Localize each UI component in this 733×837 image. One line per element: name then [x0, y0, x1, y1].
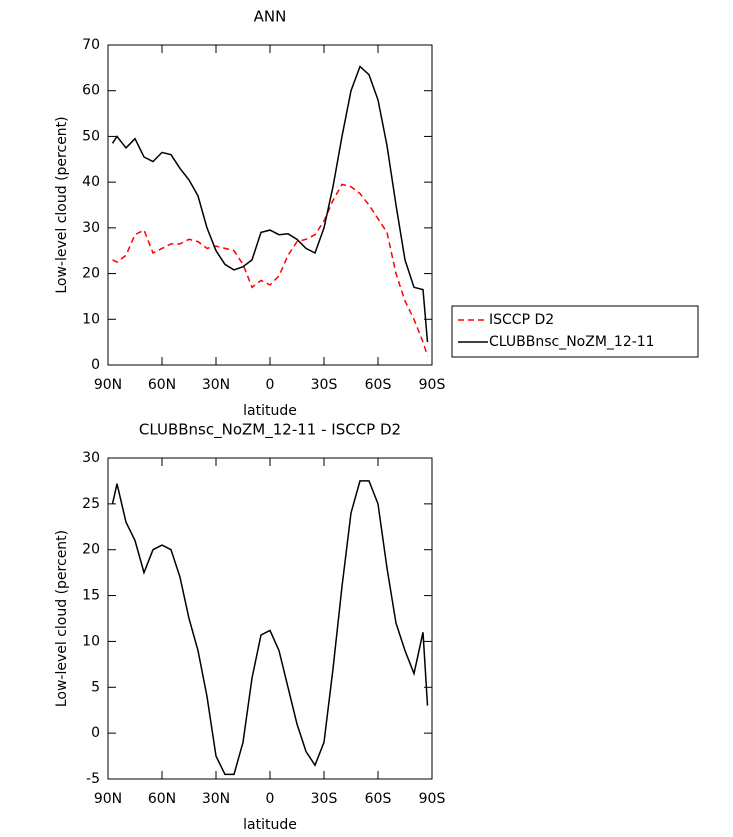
y-tick-label: 10: [82, 311, 100, 327]
y-tick-label: 40: [82, 174, 100, 190]
x-axis-label: latitude: [243, 403, 297, 419]
y-tick-label: 30: [82, 220, 100, 236]
legend-label: CLUBBnsc_NoZM_12-11: [489, 334, 655, 350]
x-tick-label: 60N: [148, 791, 176, 807]
legend-label: ISCCP D2: [489, 312, 554, 328]
y-axis-label: Low-level cloud (percent): [54, 116, 70, 293]
y-tick-label: 30: [82, 450, 100, 466]
y-tick-label: 15: [82, 588, 100, 604]
x-tick-label: 0: [266, 791, 275, 807]
y-tick-label: 0: [91, 357, 100, 373]
x-tick-label: 30S: [311, 377, 338, 393]
y-tick-label: 20: [82, 266, 100, 282]
x-tick-label: 90S: [419, 791, 446, 807]
x-tick-label: 0: [266, 377, 275, 393]
plot-frame: [107, 457, 433, 780]
x-tick-label: 90N: [94, 791, 122, 807]
y-tick-label: 20: [82, 542, 100, 558]
x-tick-label: 30S: [311, 791, 338, 807]
x-tick-label: 90S: [419, 377, 446, 393]
data-line: [112, 183, 429, 357]
plot-frame: [107, 44, 433, 366]
y-tick-label: 5: [91, 679, 100, 695]
y-tick-label: 70: [82, 37, 100, 53]
chart-title: ANN: [254, 8, 287, 26]
x-tick-label: 90N: [94, 377, 122, 393]
y-tick-label: 25: [82, 496, 100, 512]
x-axis-label: latitude: [243, 817, 297, 833]
x-tick-label: 60N: [148, 377, 176, 393]
data-line: [111, 480, 429, 776]
legend-box: [451, 305, 699, 358]
data-line: [111, 65, 429, 343]
x-tick-label: 60S: [365, 377, 392, 393]
x-tick-label: 30N: [202, 377, 230, 393]
y-tick-label: 10: [82, 633, 100, 649]
y-axis-label: Low-level cloud (percent): [54, 530, 70, 707]
y-tick-label: 50: [82, 128, 100, 144]
y-tick-label: 60: [82, 83, 100, 99]
x-tick-label: 60S: [365, 791, 392, 807]
y-tick-label: 0: [91, 725, 100, 741]
x-tick-label: 30N: [202, 791, 230, 807]
y-tick-label: -5: [86, 771, 100, 787]
chart-title: CLUBBnsc_NoZM_12-11 - ISCCP D2: [139, 421, 401, 440]
